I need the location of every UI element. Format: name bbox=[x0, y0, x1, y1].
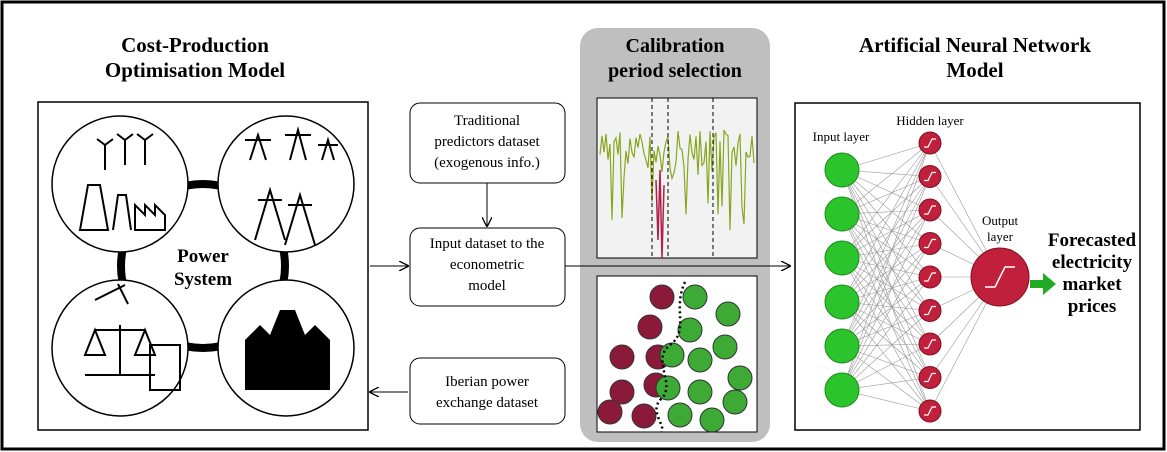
connection bbox=[841, 213, 931, 311]
connection bbox=[841, 213, 931, 412]
connection bbox=[841, 176, 931, 347]
connection bbox=[841, 301, 931, 412]
green-point bbox=[699, 407, 725, 433]
green-point bbox=[655, 375, 681, 401]
connection bbox=[841, 169, 931, 278]
input-neuron bbox=[824, 240, 860, 276]
activation bbox=[924, 305, 936, 316]
input-neuron bbox=[824, 328, 860, 364]
connection bbox=[841, 169, 931, 244]
output-layer-label: Output layer bbox=[982, 213, 1019, 244]
connection bbox=[841, 345, 931, 412]
power-system-label: Power System bbox=[174, 246, 232, 290]
activation bbox=[924, 138, 936, 148]
connection bbox=[841, 142, 931, 215]
activation bbox=[924, 339, 936, 349]
connection bbox=[841, 169, 931, 311]
red-point bbox=[637, 314, 663, 340]
connection bbox=[841, 276, 931, 347]
boundary bbox=[655, 281, 687, 433]
connection bbox=[841, 142, 931, 347]
price-line bbox=[599, 129, 755, 231]
connection bbox=[841, 301, 931, 378]
input-neuron bbox=[824, 284, 860, 320]
left-title: Cost-Production Optimisation Model bbox=[105, 33, 285, 82]
activation bbox=[924, 272, 936, 282]
connection bbox=[841, 213, 931, 278]
connection bbox=[841, 257, 931, 345]
houses-icon bbox=[245, 310, 330, 390]
right-title: Artificial Neural Network Model bbox=[859, 33, 1091, 82]
green-point bbox=[727, 365, 753, 391]
activation bbox=[924, 171, 936, 182]
network bbox=[824, 131, 1030, 423]
activation bbox=[924, 406, 936, 416]
green-point bbox=[682, 284, 708, 310]
green-point bbox=[677, 317, 703, 343]
input-box bbox=[409, 227, 566, 307]
connection bbox=[841, 243, 931, 347]
connection bbox=[841, 209, 931, 347]
input-layer-label: Input layer bbox=[813, 129, 870, 144]
activation bbox=[924, 205, 936, 215]
connection bbox=[841, 142, 931, 259]
connection bbox=[841, 209, 931, 303]
connection bbox=[841, 310, 931, 391]
activation bbox=[985, 266, 1015, 288]
green-point bbox=[712, 334, 738, 360]
red-point bbox=[649, 284, 675, 310]
forecast-label: Forecasted electricity market prices bbox=[1048, 230, 1137, 317]
activation bbox=[924, 372, 936, 383]
red-point bbox=[631, 403, 657, 429]
connection bbox=[841, 213, 931, 378]
clusters bbox=[597, 281, 753, 433]
green-point bbox=[659, 342, 685, 368]
input-neuron bbox=[824, 372, 860, 408]
output-arrow bbox=[1030, 273, 1056, 295]
green-point bbox=[687, 347, 713, 373]
calibration-title: Calibration period selection bbox=[608, 35, 742, 82]
red-point bbox=[597, 399, 623, 425]
green-point bbox=[667, 402, 693, 428]
connection bbox=[841, 257, 931, 378]
iberian-box bbox=[409, 357, 566, 425]
red-point bbox=[609, 344, 635, 370]
green-point bbox=[722, 389, 748, 415]
calibration-line bbox=[655, 169, 665, 259]
connection bbox=[841, 142, 931, 303]
activation bbox=[924, 238, 936, 249]
connection bbox=[841, 213, 931, 345]
red-point bbox=[609, 379, 635, 405]
connection bbox=[841, 243, 931, 303]
connection bbox=[841, 209, 931, 391]
input-neuron bbox=[824, 196, 860, 232]
price-series bbox=[599, 98, 755, 259]
ring bbox=[117, 180, 289, 352]
connection bbox=[841, 176, 931, 303]
input-neuron bbox=[824, 152, 860, 188]
connection bbox=[841, 243, 931, 391]
green-point bbox=[687, 379, 713, 405]
connection bbox=[841, 257, 931, 412]
connection bbox=[841, 276, 931, 391]
iberian-label: Iberian power exchange dataset bbox=[436, 374, 539, 411]
traditional-label: Traditional predictors dataset (exogenous … bbox=[434, 113, 540, 171]
connection bbox=[841, 176, 931, 259]
input-label: Input dataset to the econometric model bbox=[430, 236, 545, 294]
connection bbox=[841, 169, 931, 345]
green-point bbox=[715, 301, 741, 327]
icons bbox=[78, 126, 338, 391]
hidden-layer-label: Hidden layer bbox=[896, 113, 964, 128]
